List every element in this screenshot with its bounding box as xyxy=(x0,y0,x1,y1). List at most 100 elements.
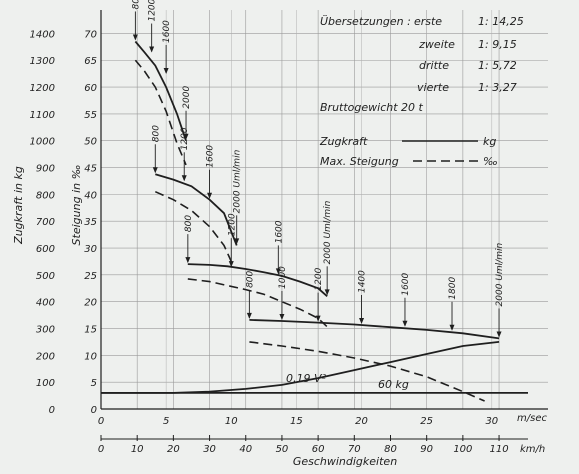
rpm-arrowhead xyxy=(149,46,155,53)
x-axis-title: Geschwindigkeiten xyxy=(293,455,397,468)
gear-ratio-3: 1: 5,72 xyxy=(478,59,517,72)
x-bottom-tick-label: 100 xyxy=(453,444,472,455)
y-left-tick-label: 500 xyxy=(36,271,55,282)
rpm-label: 1600 xyxy=(162,20,172,43)
series-luftwiderstand-zugkraft xyxy=(101,341,500,394)
rpm-label: 1600 xyxy=(401,273,411,296)
series-dritte-zugkraft xyxy=(187,263,328,297)
y-left-tick-label: 1200 xyxy=(30,83,55,94)
gear-name-2: zweite xyxy=(418,38,455,51)
rpm-arrowhead xyxy=(183,133,189,140)
y-right-tick-label: 15 xyxy=(84,325,97,336)
y-left-tick-label: 1000 xyxy=(30,137,55,148)
x-bottom-tick-label: 80 xyxy=(384,444,397,455)
rpm-label: 1200 xyxy=(148,0,158,22)
y-right-tick-label: 55 xyxy=(84,110,97,121)
rpm-arrowhead xyxy=(246,312,252,319)
gross-weight: Bruttogewicht 20 t xyxy=(320,101,424,114)
rpm-label: 1600 xyxy=(274,220,284,243)
y-right-axis-title: Steigung in ‰ xyxy=(70,165,83,246)
series-zweite-steigung xyxy=(154,190,234,266)
rpm-label: 2000 Uml/min xyxy=(233,149,243,213)
series-vierte-zugkraft xyxy=(249,319,500,340)
rpm-arrowhead xyxy=(315,315,321,322)
rpm-label: 1000 xyxy=(278,266,288,289)
x-top-tick-label: 0 xyxy=(98,416,104,427)
rpm-label: 1400 xyxy=(358,270,368,293)
gear-name-3: dritte xyxy=(419,59,449,72)
x-bottom-tick-label: 0 xyxy=(98,444,104,455)
rpm-arrowhead xyxy=(324,289,330,296)
x-bottom-tick-label: 110 xyxy=(490,444,509,455)
y-left-tick-label: 300 xyxy=(36,325,55,336)
y-left-tick-label: 0 xyxy=(49,405,55,416)
x-top-tick-label: 30 xyxy=(485,416,498,427)
y-left-tick-label: 200 xyxy=(36,351,55,362)
series-vierte-steigung xyxy=(249,341,485,402)
gear-name-1: erste xyxy=(414,15,442,28)
legend-steigung-label: Max. Steigung xyxy=(320,155,399,168)
y-right-tick-label: 70 xyxy=(84,29,97,40)
axes: 0100200300400500600700800900100011001200… xyxy=(30,10,548,455)
x-bottom-tick-label: 20 xyxy=(167,444,180,455)
gear-ratio-4: 1: 3,27 xyxy=(478,81,517,94)
rpm-label: 1600 xyxy=(206,145,216,168)
y-right-tick-label: 20 xyxy=(84,298,97,309)
rpm-label: 1200 xyxy=(180,127,190,150)
series-erste-steigung xyxy=(134,59,187,166)
legend-zugkraft-label: Zugkraft xyxy=(319,135,368,148)
x-bottom-tick-label: 60 xyxy=(312,444,325,455)
rpm-arrowhead xyxy=(496,331,502,338)
rpm-arrowhead xyxy=(132,34,138,41)
legend-zugkraft-unit: kg xyxy=(483,135,496,148)
x-top-tick-label: 5 xyxy=(163,416,169,427)
y-left-tick-label: 1400 xyxy=(30,29,55,40)
y-left-tick-label: 800 xyxy=(36,190,55,201)
y-right-tick-label: 5 xyxy=(91,378,97,389)
x-bottom-tick-label: 90 xyxy=(420,444,433,455)
x-top-unit: m/sec xyxy=(517,413,547,424)
gear-table-title: Übersetzungen : xyxy=(320,15,411,28)
y-right-tick-label: 60 xyxy=(84,83,97,94)
y-left-tick-label: 900 xyxy=(36,164,55,175)
series-erste-zugkraft xyxy=(134,40,187,141)
y-left-tick-label: 1100 xyxy=(30,110,55,121)
rpm-label: 1800 xyxy=(448,277,458,300)
rpm-arrowhead xyxy=(402,320,408,327)
rpm-label: 1200 xyxy=(227,213,237,236)
series-dritte-steigung xyxy=(187,278,330,330)
x-bottom-tick-label: 30 xyxy=(203,444,216,455)
speed-markers: 800 1200 1600 2000 800 1200 1600 2000 Uml/min 80… xyxy=(131,0,505,338)
rpm-label: 800 xyxy=(151,125,161,142)
y-right-tick-label: 10 xyxy=(84,351,97,362)
rpm-arrowhead xyxy=(207,192,213,199)
y-right-tick-label: 45 xyxy=(84,164,97,175)
gear-ratio-1: 1: 14,25 xyxy=(478,15,524,28)
rpm-arrowhead xyxy=(185,257,191,264)
y-left-tick-label: 100 xyxy=(36,378,55,389)
rpm-arrowhead xyxy=(275,268,281,275)
y-right-tick-label: 35 xyxy=(84,217,97,228)
rpm-label: 2000 xyxy=(182,86,192,109)
y-right-tick-label: 30 xyxy=(84,244,97,255)
y-right-tick-label: 25 xyxy=(84,271,97,282)
rpm-arrowhead xyxy=(163,67,169,74)
y-right-tick-label: 65 xyxy=(84,56,97,67)
y-left-tick-label: 600 xyxy=(36,244,55,255)
rpm-label: 800 xyxy=(131,0,141,9)
rpm-label: 800 xyxy=(184,215,194,232)
x-bottom-tick-label: 40 xyxy=(239,444,252,455)
annotation-quadratic: 0,19 V² xyxy=(286,372,327,385)
rpm-label: 800 xyxy=(245,270,255,287)
x-top-tick-label: 15 xyxy=(290,416,303,427)
x-bottom-unit: km/h xyxy=(520,444,545,455)
x-top-tick-label: 10 xyxy=(225,416,238,427)
annotation-constant: 60 kg xyxy=(378,378,409,391)
gear-ratio-2: 1: 9,15 xyxy=(478,38,517,51)
x-top-tick-label: 25 xyxy=(420,416,433,427)
y-right-tick-label: 50 xyxy=(84,137,97,148)
legend: Zugkraft kg Max. Steigung ‰ xyxy=(319,135,498,168)
x-bottom-tick-label: 10 xyxy=(131,444,144,455)
